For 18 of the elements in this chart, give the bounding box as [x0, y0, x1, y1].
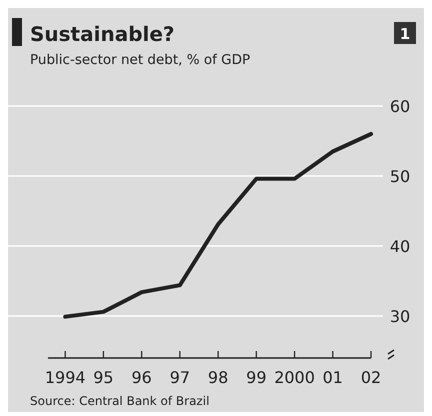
x-tick-label: 98 — [208, 368, 228, 387]
text: 1 — [400, 25, 410, 43]
x-tick-label: 2000 — [274, 368, 315, 387]
y-tick-label: 40 — [390, 237, 410, 256]
chart-subtitle: Public-sector net debt, % of GDP — [30, 52, 250, 68]
y-tick-label: 60 — [390, 97, 410, 116]
x-tick-label: 01 — [322, 368, 343, 387]
source-note: Source: Central Bank of Brazil — [30, 394, 210, 408]
y-tick-label: 50 — [390, 167, 410, 186]
x-tick-label: 95 — [93, 368, 114, 387]
x-tick-label: 99 — [246, 368, 267, 387]
x-tick-label: 1994 — [44, 368, 86, 387]
x-tick-label: 96 — [131, 368, 152, 387]
y-tick-label: 30 — [390, 307, 410, 326]
chart-title: Sustainable? — [30, 22, 175, 46]
line-series — [63, 132, 373, 319]
x-tick-label: 97 — [170, 368, 190, 387]
x-tick-label: 02 — [360, 368, 382, 387]
